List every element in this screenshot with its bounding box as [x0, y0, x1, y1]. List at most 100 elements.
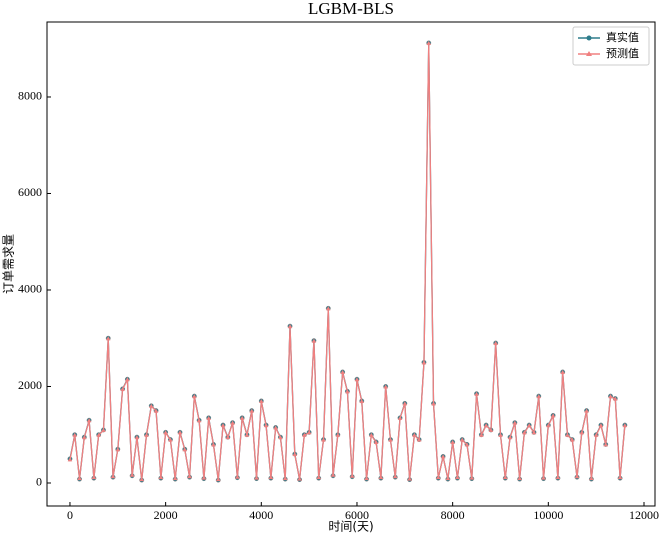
point	[196, 418, 202, 423]
legend-box	[572, 26, 650, 66]
point	[536, 394, 542, 399]
point	[172, 476, 178, 481]
point	[302, 432, 307, 437]
point	[469, 475, 475, 480]
point	[249, 408, 255, 413]
point	[565, 432, 570, 437]
point	[436, 475, 441, 480]
y-tick-label: 0	[36, 475, 42, 489]
point	[187, 474, 192, 479]
point	[134, 435, 140, 440]
series-line	[69, 43, 626, 480]
point	[440, 454, 446, 459]
point	[101, 427, 106, 432]
point	[445, 476, 451, 481]
y-tick-label: 6000	[18, 185, 42, 199]
point	[531, 430, 537, 435]
point	[426, 40, 432, 45]
point	[397, 415, 403, 420]
y-tick-label: 2000	[18, 378, 42, 392]
point	[110, 474, 116, 479]
point	[612, 396, 618, 401]
point	[498, 432, 503, 437]
point	[120, 386, 125, 391]
point	[206, 415, 211, 420]
x-tick-label: 2000	[154, 508, 178, 522]
point	[598, 423, 604, 428]
x-tick-label: 12000	[629, 508, 659, 522]
point	[316, 475, 322, 480]
point	[622, 423, 628, 428]
point	[144, 432, 149, 437]
point	[431, 401, 436, 406]
point	[488, 427, 494, 432]
series-line	[69, 42, 626, 481]
point	[349, 473, 355, 478]
point	[359, 398, 365, 403]
point	[402, 401, 408, 406]
point	[546, 423, 551, 428]
point	[153, 408, 159, 413]
plot-frame	[46, 21, 656, 507]
x-axis-label: 时间(天)	[328, 520, 373, 534]
point	[105, 336, 111, 341]
point	[354, 377, 360, 382]
legend-marker	[586, 35, 592, 41]
point	[603, 442, 609, 447]
point	[306, 430, 312, 435]
point	[259, 398, 264, 403]
legend-marker	[586, 51, 592, 56]
point	[163, 430, 168, 435]
point	[407, 476, 412, 481]
point	[297, 476, 302, 481]
point	[502, 475, 508, 480]
point	[311, 338, 317, 343]
chart-title: LGBM-BLS	[308, 0, 394, 18]
point	[177, 430, 183, 435]
x-tick-label: 0	[67, 508, 73, 522]
point	[522, 430, 527, 435]
point	[335, 432, 341, 437]
point	[211, 442, 216, 447]
point	[450, 439, 455, 444]
point	[388, 437, 393, 442]
point	[125, 377, 130, 382]
point	[455, 475, 460, 480]
point	[378, 475, 384, 480]
point	[91, 475, 97, 480]
point	[617, 475, 623, 480]
point	[369, 432, 374, 437]
point	[555, 475, 561, 480]
point	[244, 432, 250, 437]
point	[364, 476, 369, 481]
point	[373, 439, 379, 444]
point	[77, 476, 82, 481]
point	[230, 420, 235, 425]
point	[278, 435, 283, 440]
point	[192, 394, 197, 399]
series	[67, 40, 628, 482]
point	[507, 435, 513, 440]
point	[526, 423, 532, 428]
point	[225, 435, 231, 440]
x-tick-label: 6000	[345, 508, 369, 522]
y-tick-label: 8000	[18, 89, 42, 103]
point	[215, 477, 221, 482]
point	[392, 474, 398, 479]
point	[273, 425, 278, 430]
point	[139, 477, 145, 482]
point	[479, 432, 484, 437]
x-tick-label: 10000	[533, 508, 563, 522]
point	[541, 475, 546, 480]
point	[129, 472, 135, 477]
point	[168, 437, 173, 442]
point	[589, 476, 594, 481]
point	[464, 442, 470, 447]
point	[383, 384, 388, 389]
point	[412, 432, 417, 437]
point	[268, 475, 274, 480]
point	[148, 403, 154, 408]
point	[67, 457, 73, 462]
point	[345, 389, 350, 394]
